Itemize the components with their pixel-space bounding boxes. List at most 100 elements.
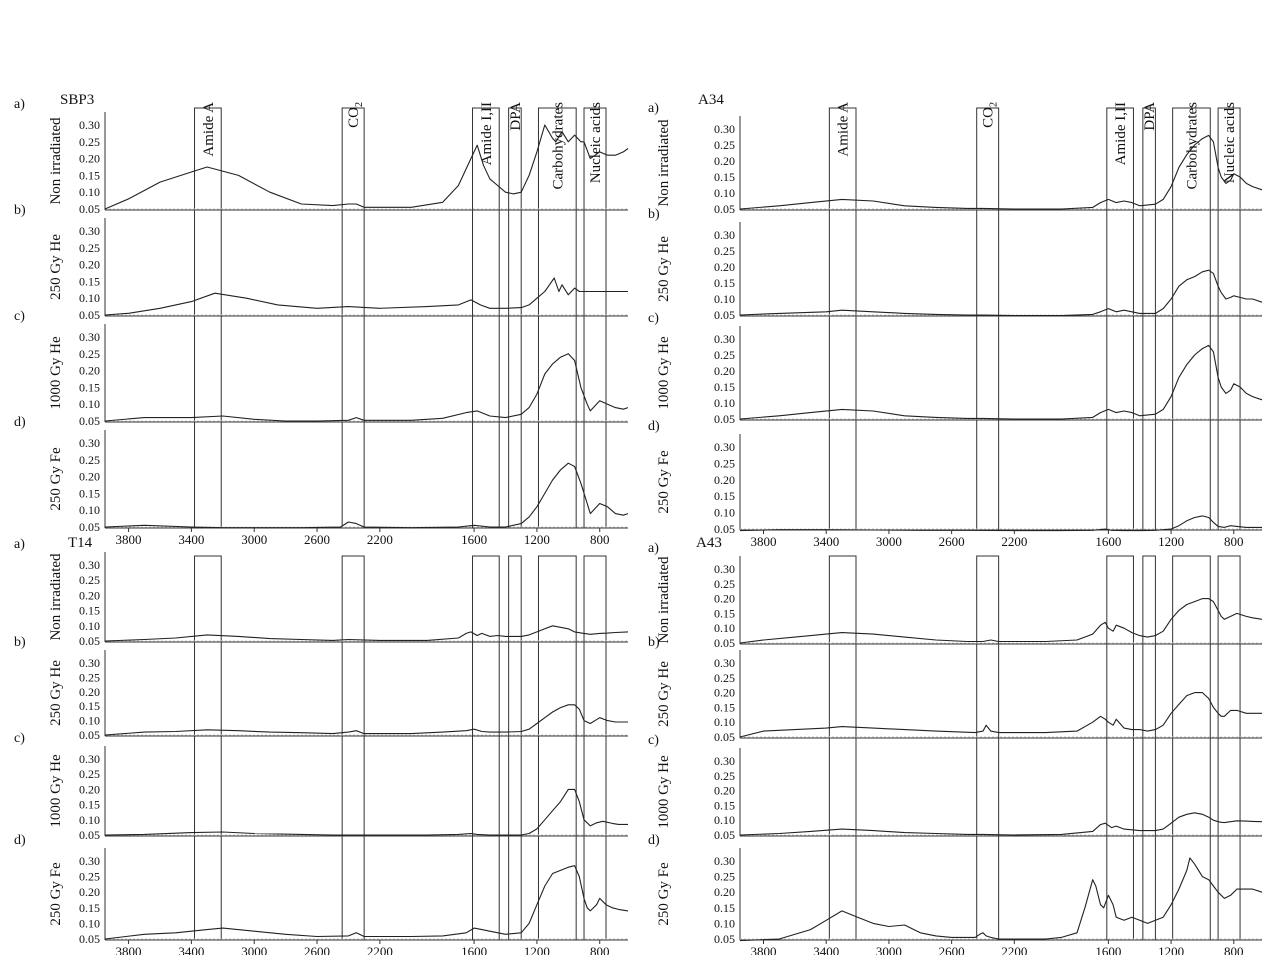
band-label: Carbohydrates [1184,102,1200,190]
treatment-label: 250 Gy He [48,660,64,726]
panel-letter: d) [648,419,660,434]
strain-label: SBP3 [60,92,94,108]
band-label: Amide I,II [479,102,495,165]
band-co2 [341,555,365,941]
y-tick-label: 0.15 [79,486,100,500]
y-tick-label: 0.10 [714,813,735,827]
panel-letter: c) [648,733,659,748]
band-nucleic-acids [583,555,607,941]
spectrum-panel: 0.050.100.150.200.250.30a)Non irradiated [14,537,629,648]
treatment-label: 1000 Gy He [656,336,672,410]
y-tick-label: 0.05 [714,412,735,426]
y-tick-label: 0.15 [79,380,100,394]
strain-label: T14 [68,535,93,551]
spectrum-panel: 0.05 0.10 0.15 0.20 0.25 0.30 d) 250 Gy Fe [14,415,629,534]
x-tick-label: 1200 [524,944,550,955]
treatment-label: 250 Gy Fe [656,862,672,926]
y-tick-label: 0.25 [79,573,100,587]
chart-sbp3: Amide A CO2 Amide I,II DPA Carbohydrates Nucl… [14,92,629,547]
spectrum-panel: 0.050.100.150.200.250.30b)250 Gy He [14,203,628,322]
y-tick-label: 0.15 [79,168,100,182]
spectrum-panel: 0.05 0.10 0.15 0.20 0.25 0.30 d) 250 Gy Fe [648,419,1262,536]
y-tick-label: 0.10 [79,916,100,930]
y-tick-label: 0.20 [79,258,100,272]
spectrum-line [104,124,629,210]
x-tick-label: 3000 [241,944,267,955]
y-tick-label: 0.05 [79,634,100,648]
band-dpa [508,555,522,941]
y-tick-label: 0.05 [714,932,735,946]
y-tick-label: 0.20 [79,685,100,699]
y-tick-label: 0.20 [714,154,735,168]
y-tick-label: 0.15 [79,604,100,618]
x-tick-label: 3400 [178,944,204,955]
y-tick-label: 0.20 [79,885,100,899]
x-tick-label: 1200 [1158,534,1184,549]
y-tick-label: 0.15 [79,798,100,812]
y-tick-label: 0.30 [79,656,100,670]
y-tick-label: 0.15 [714,606,735,620]
chart-a34: Amide A CO2 Amide I,II DPA Carbohydrates Nucl… [648,92,1263,549]
spectrum-line [104,865,629,940]
x-tick-label: 2600 [939,534,965,549]
treatment-label: 1000 Gy He [656,755,672,829]
x-tick-label: 3000 [876,944,902,955]
band-amide-i-ii [1106,107,1134,531]
y-tick-label: 0.25 [79,347,100,361]
y-tick-label: 0.30 [79,436,100,450]
y-tick-label: 0.25 [714,244,735,258]
y-tick-label: 0.10 [79,813,100,827]
panel-letter: d) [14,833,26,848]
spectrum-panel: 0.050.100.150.200.250.30b)250 Gy He [648,635,1262,744]
x-tick-label: 3400 [178,532,204,547]
y-tick-label: 0.15 [79,901,100,915]
y-tick-label: 0.10 [714,186,735,200]
spectrum-panel: 0.050.100.150.200.250.30c)1000 Gy He [14,731,628,842]
panel-letter: d) [14,415,26,430]
y-tick-label: 0.15 [714,700,735,714]
spectrum-line [739,269,1263,317]
x-tick-label: 2200 [367,944,393,955]
band-label: DPA [1142,102,1158,131]
y-tick-label: 0.10 [79,397,100,411]
treatment-label: 250 Gy He [48,234,64,300]
panel-letter: a) [14,537,25,552]
band-amide-a [194,555,222,941]
y-tick-label: 0.25 [714,348,735,362]
y-tick-label: 0.05 [79,414,100,428]
panel-letter: b) [14,635,26,650]
y-tick-label: 0.15 [79,274,100,288]
x-tick-label: 2200 [1001,944,1027,955]
y-tick-label: 0.25 [79,453,100,467]
spectrum-line [739,515,1262,532]
x-tick-label: 1200 [524,532,550,547]
spectrum-panel: 0.050.100.150.200.250.30c)1000 Gy He [648,733,1263,842]
spectrum-panel: 0.050.100.150.200.250.30a)Non irradiated [648,541,1263,650]
x-tick-label: 1600 [1095,944,1121,955]
band-dpa [1142,555,1156,941]
y-tick-label: 0.05 [79,728,100,742]
y-tick-label: 0.25 [714,138,735,152]
y-tick-label: 0.20 [714,473,735,487]
band-carbohydrates [537,555,577,941]
y-tick-label: 0.20 [79,782,100,796]
x-tick-label: 3800 [751,534,777,549]
spectrum-line [739,344,1263,420]
y-tick-label: 0.05 [79,828,100,842]
band-label: Nucleic acids [1222,102,1238,183]
spectrum-line [104,462,629,529]
y-tick-label: 0.10 [714,396,735,410]
panel-letter: c) [648,311,659,326]
y-tick-label: 0.10 [714,715,735,729]
y-tick-label: 0.15 [714,380,735,394]
band-dpa [508,107,522,529]
y-tick-label: 0.25 [714,870,735,884]
band-co2 [976,555,1000,941]
spectrum-line [739,812,1263,836]
y-tick-label: 0.25 [714,769,735,783]
panel-letter: d) [648,833,660,848]
y-tick-label: 0.30 [79,558,100,572]
y-tick-label: 0.30 [714,656,735,670]
y-tick-label: 0.20 [714,784,735,798]
treatment-label: Non irradiated [656,556,672,644]
